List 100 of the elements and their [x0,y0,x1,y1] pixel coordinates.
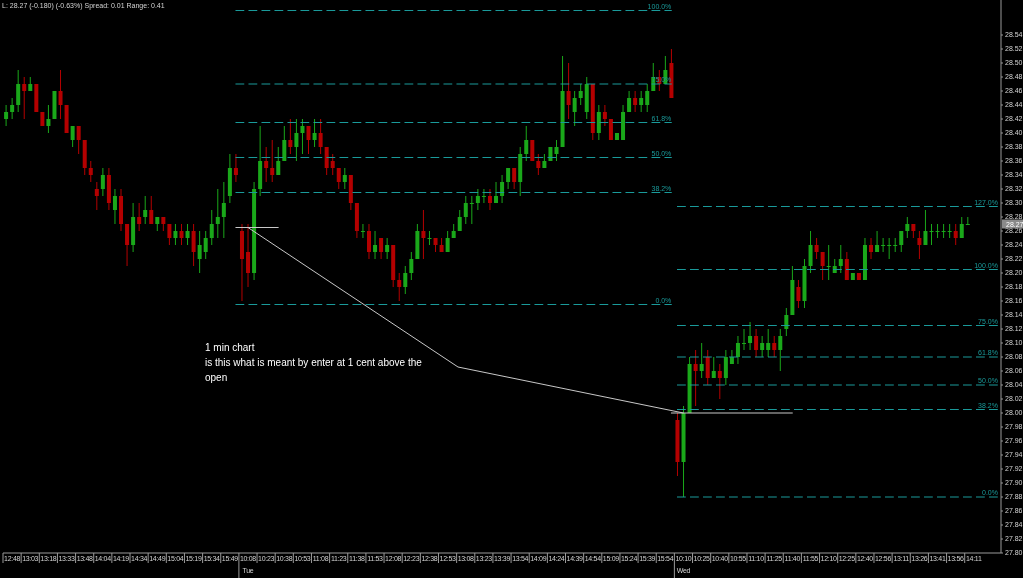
candlestick [342,167,347,190]
candlestick [76,125,81,155]
candlestick [167,223,172,246]
candlestick [367,223,371,260]
candlestick [282,125,287,162]
candlestick [10,97,15,120]
candlestick [639,90,644,113]
candlestick [246,223,251,288]
candlestick [481,188,486,204]
candlestick [506,167,511,190]
candlestick [137,202,142,232]
candlestick [300,118,305,155]
candlestick [318,118,323,155]
candlestick [633,90,638,113]
candlestick [554,139,559,162]
candlestick [385,237,390,260]
candlestick [270,139,275,183]
candlestick [288,118,293,155]
candlestick [512,167,517,190]
candlestick [294,118,299,162]
candlestick [748,321,753,351]
candlestick [397,272,402,302]
candlestick [881,237,886,253]
candlestick [935,223,940,239]
candlestick [276,146,281,176]
candlestick [814,237,819,260]
candlestick [469,195,474,225]
candlestick [173,223,178,246]
candlestick [838,244,843,274]
candlestick [94,181,99,211]
candlestick [572,90,577,127]
candlestick [705,349,710,386]
candlestick [953,223,958,246]
candlestick [723,349,728,386]
candlestick [536,153,541,176]
candlestick [233,153,238,183]
candlestick [524,125,529,162]
candlestick [487,188,492,211]
candlestick [16,69,21,113]
candlestick [917,230,922,260]
candlestick [929,223,934,246]
candlestick [717,363,722,400]
candlestick [645,83,650,113]
candlestick [772,335,777,358]
candlestick [796,279,801,309]
candlestick [100,167,105,197]
candlestick [324,146,329,176]
candlestick [360,223,365,239]
candlestick [70,125,75,148]
candlestick [500,174,505,204]
candlestick [409,251,414,281]
candlestick [209,209,214,246]
candlestick [306,125,311,155]
candlestick [808,230,813,274]
candlestick [766,328,771,358]
candlestick [46,104,51,134]
candlestick [778,328,783,372]
candlestick [820,251,825,281]
candlestick [965,216,970,225]
candlestick [379,237,384,260]
candlestick [699,342,704,379]
candlestick [693,349,698,407]
candlestick [784,307,789,337]
candlestick [760,335,765,358]
candlestick [475,188,480,211]
candlestick [923,209,928,246]
candlestick [4,104,9,127]
candlestick [905,216,910,239]
candlestick [427,230,432,246]
candlestick [826,244,831,281]
candlestick [578,83,583,106]
candlestick [373,230,378,260]
candlestick [143,195,148,225]
candlestick [22,76,27,120]
candlestick [185,223,190,246]
candlestick [203,230,208,260]
candlestick [179,223,184,246]
candlestick [869,237,874,260]
candlestick [735,335,740,365]
candlestick [844,251,849,281]
candlestick [149,195,154,225]
candlestick [112,188,117,225]
candlestick [602,104,607,127]
candlestick [887,237,892,260]
candlestick [947,223,952,239]
candlestick [754,328,759,358]
candlestick [596,104,601,141]
candlestick [330,153,335,176]
candlestick [215,188,220,239]
candlestick [191,223,196,267]
candlestick [941,223,946,239]
candlestick [221,181,226,239]
candlestick [88,160,93,183]
candlestick [336,167,341,190]
candlestick [421,209,426,260]
candlestick [312,118,317,148]
candlestick [566,62,571,120]
candlestick [264,146,269,183]
candlestick [463,195,468,225]
candlestick [742,328,746,351]
